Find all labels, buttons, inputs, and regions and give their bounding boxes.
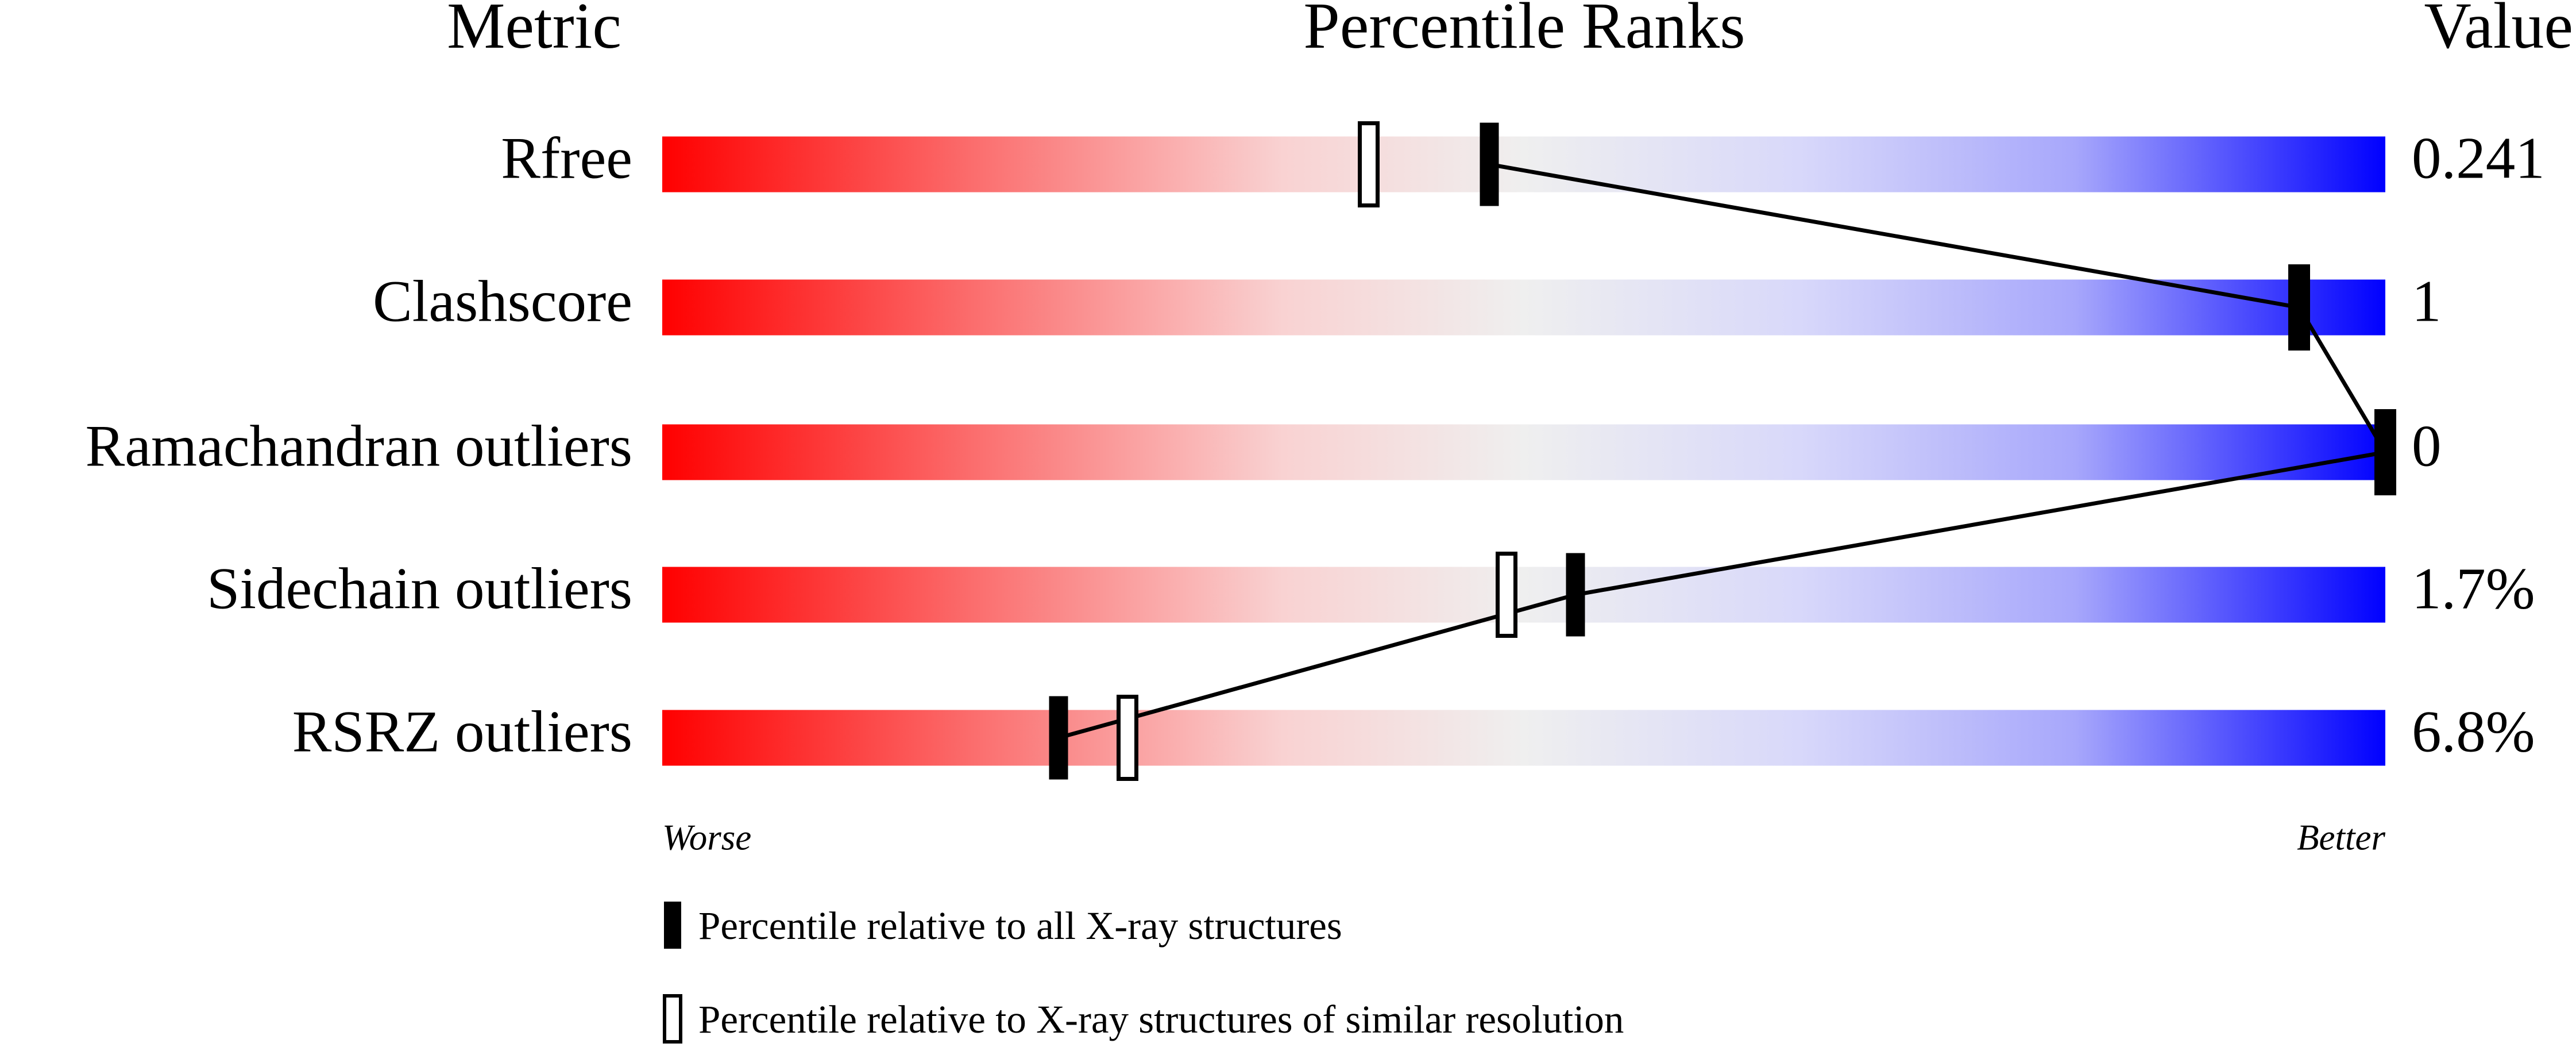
marker-open: [1358, 121, 1380, 207]
marker-filled: [1566, 553, 1585, 637]
marker-open: [1496, 552, 1517, 638]
legend-label: Percentile relative to all X-ray structu…: [698, 904, 1342, 948]
metric-value: 0: [2412, 414, 2442, 479]
legend-swatch: [664, 902, 681, 949]
slider-bar: [662, 424, 2385, 480]
marker-open: [1117, 695, 1138, 781]
marker-filled: [1480, 122, 1499, 206]
header: Value: [2424, 0, 2573, 62]
marker-filled: [2289, 265, 2309, 349]
marker-filled: [1049, 696, 1068, 780]
header: Percentile Ranks: [1303, 0, 1745, 62]
metric-label: Rfree: [501, 126, 632, 191]
metric-value: 0.241: [2412, 126, 2545, 191]
metric-value: 1.7%: [2412, 556, 2535, 622]
legend-label: Percentile relative to X-ray structures …: [698, 998, 1624, 1041]
slider-bar: [662, 279, 2385, 336]
slider-bar: [662, 567, 2385, 623]
slider-bar: [662, 136, 2385, 193]
marker-filled: [2376, 410, 2395, 494]
legend-swatch: [663, 994, 682, 1044]
header: Metric: [447, 0, 621, 62]
metric-value: 6.8%: [2412, 699, 2535, 765]
metric-label: Sidechain outliers: [207, 556, 632, 622]
scale-label: Worse: [662, 817, 751, 857]
metric-label: Clashscore: [373, 269, 632, 334]
metric-label: Ramachandran outliers: [86, 414, 632, 479]
scale-label: Better: [2297, 817, 2385, 857]
slider-bar: [662, 710, 2385, 766]
metric-value: 1: [2412, 269, 2442, 334]
metric-label: RSRZ outliers: [292, 699, 632, 765]
